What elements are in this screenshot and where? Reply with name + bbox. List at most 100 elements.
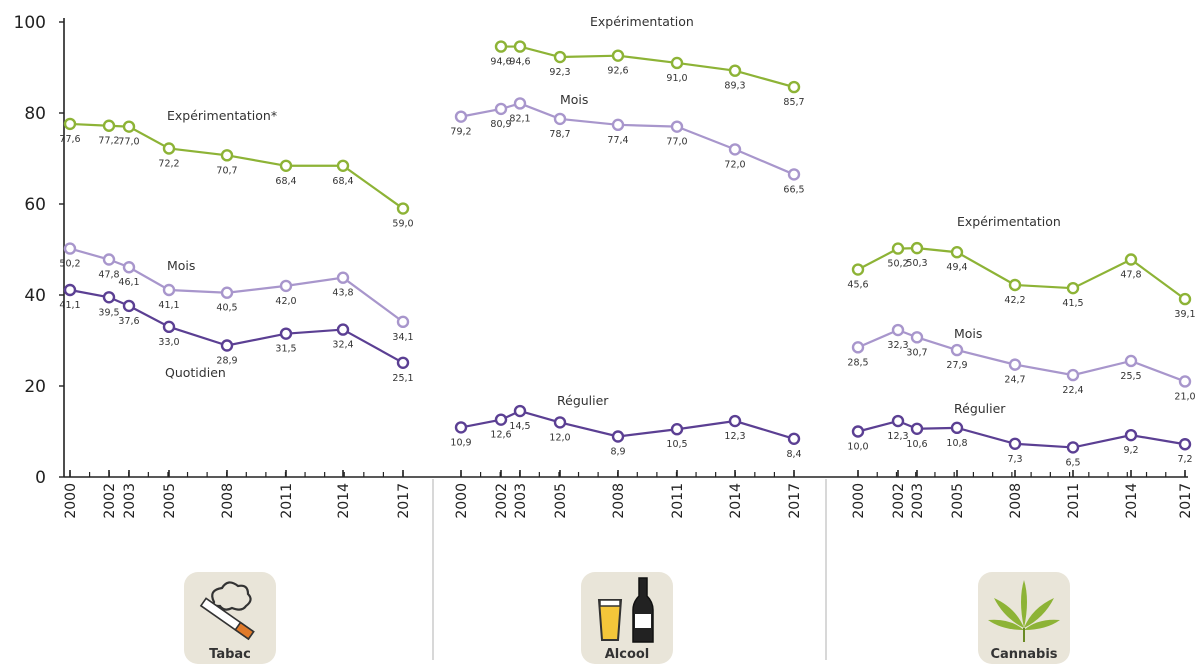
series-name-label: Expérimentation [590, 14, 694, 29]
data-label: 46,1 [118, 277, 139, 288]
data-point [1124, 354, 1138, 368]
data-point [670, 423, 684, 436]
data-point [63, 242, 77, 255]
data-label: 42,0 [275, 296, 296, 307]
cigarette-icon [199, 581, 255, 641]
y-tick-label: 80 [24, 104, 46, 124]
data-label: 77,2 [98, 136, 119, 147]
data-point [494, 40, 508, 53]
data-point [1124, 428, 1138, 442]
data-label: 10,8 [946, 438, 967, 449]
chart-labels: 77,6 77,277,072,270,768,4 68,459,0Expérime… [59, 14, 1195, 468]
data-label: 82,1 [509, 113, 530, 124]
x-tick-label: 2017 [1178, 483, 1194, 519]
data-point [1066, 441, 1080, 454]
data-label: 49,4 [946, 262, 967, 273]
data-label: 12,0 [549, 432, 570, 443]
series-line-alcool-0 [501, 45, 795, 89]
data-point [553, 112, 567, 126]
y-tick-label: 0 [35, 468, 46, 488]
data-point [787, 168, 801, 181]
data-point [396, 356, 410, 369]
y-tick-label: 60 [24, 195, 46, 215]
beer-bottle-icon [597, 577, 654, 643]
x-tick-label: 2005 [162, 483, 178, 519]
data-label: 12,6 [490, 430, 511, 441]
data-point [162, 320, 176, 334]
data-point [102, 291, 116, 304]
data-point [950, 343, 964, 357]
data-point [336, 159, 350, 172]
data-label: 8,9 [610, 447, 625, 458]
data-label: 7,2 [1177, 454, 1192, 465]
data-label: 40,5 [216, 303, 237, 314]
data-label: 72,0 [724, 159, 745, 170]
data-point [1066, 368, 1080, 382]
data-label: 78,7 [549, 129, 570, 140]
data-label: 68,4 [275, 176, 296, 187]
data-point [891, 323, 905, 337]
x-tick-label: 2008 [611, 483, 627, 519]
x-tick-label: 2003 [910, 483, 926, 519]
y-tick-label: 20 [24, 377, 46, 397]
data-point [891, 242, 905, 255]
data-point [454, 110, 468, 123]
data-label: 37,6 [118, 316, 139, 327]
data-point [494, 102, 508, 116]
data-point [1178, 292, 1192, 306]
data-label: 85,7 [783, 97, 804, 108]
series-name-label: Mois [954, 326, 982, 341]
data-label: 68,4 [332, 176, 353, 187]
x-tick-label: 2003 [513, 483, 529, 519]
x-tick-label: 2011 [670, 483, 686, 519]
tabac-label: Tabac [209, 647, 251, 662]
data-label: 47,8 [1120, 270, 1141, 281]
x-tick-label: 2005 [553, 483, 569, 519]
y-tick-label: 40 [24, 286, 46, 306]
cannabis-leaf-icon [988, 580, 1060, 642]
data-label: 31,5 [275, 344, 296, 355]
data-point [611, 430, 625, 443]
data-point [553, 416, 567, 429]
x-tick-label: 2002 [891, 483, 907, 519]
data-label: 10,5 [666, 439, 687, 450]
data-point [396, 202, 410, 215]
data-label: 34,1 [392, 332, 413, 343]
data-point [220, 286, 234, 299]
y-tick-label: 100 [14, 13, 46, 33]
data-label: 25,5 [1120, 371, 1141, 382]
data-label: 80,9 [490, 119, 511, 130]
data-point [513, 40, 527, 53]
data-label: 59,0 [392, 219, 413, 230]
data-point [728, 143, 742, 156]
series-name-label: Expérimentation [957, 214, 1061, 229]
x-tick-label: 2002 [102, 483, 118, 519]
x-tick-label: 2008 [220, 483, 236, 519]
x-tick-label: 2000 [63, 483, 79, 519]
data-label: 39,1 [1174, 309, 1195, 320]
data-label: 72,2 [158, 158, 179, 169]
x-tick-label: 2000 [851, 483, 867, 519]
data-label: 28,5 [847, 357, 868, 368]
data-label: 77,0 [118, 137, 139, 148]
x-tick-label: 2011 [279, 483, 295, 519]
data-point [1008, 278, 1022, 292]
data-label: 9,2 [1123, 445, 1138, 456]
data-label: 21,0 [1174, 391, 1195, 402]
data-point [728, 414, 742, 428]
data-point [1008, 437, 1022, 450]
data-point [102, 119, 116, 132]
data-point [611, 49, 625, 62]
data-label: 28,9 [216, 356, 237, 367]
data-point [162, 283, 176, 297]
x-tick-label: 2002 [494, 483, 510, 519]
data-point [279, 279, 293, 293]
data-label: 77,6 [59, 134, 80, 145]
data-label: 92,6 [607, 66, 628, 77]
data-point [1124, 253, 1138, 266]
data-point [670, 56, 684, 70]
data-point [336, 271, 350, 284]
data-label: 92,3 [549, 67, 570, 78]
data-point [494, 413, 508, 426]
